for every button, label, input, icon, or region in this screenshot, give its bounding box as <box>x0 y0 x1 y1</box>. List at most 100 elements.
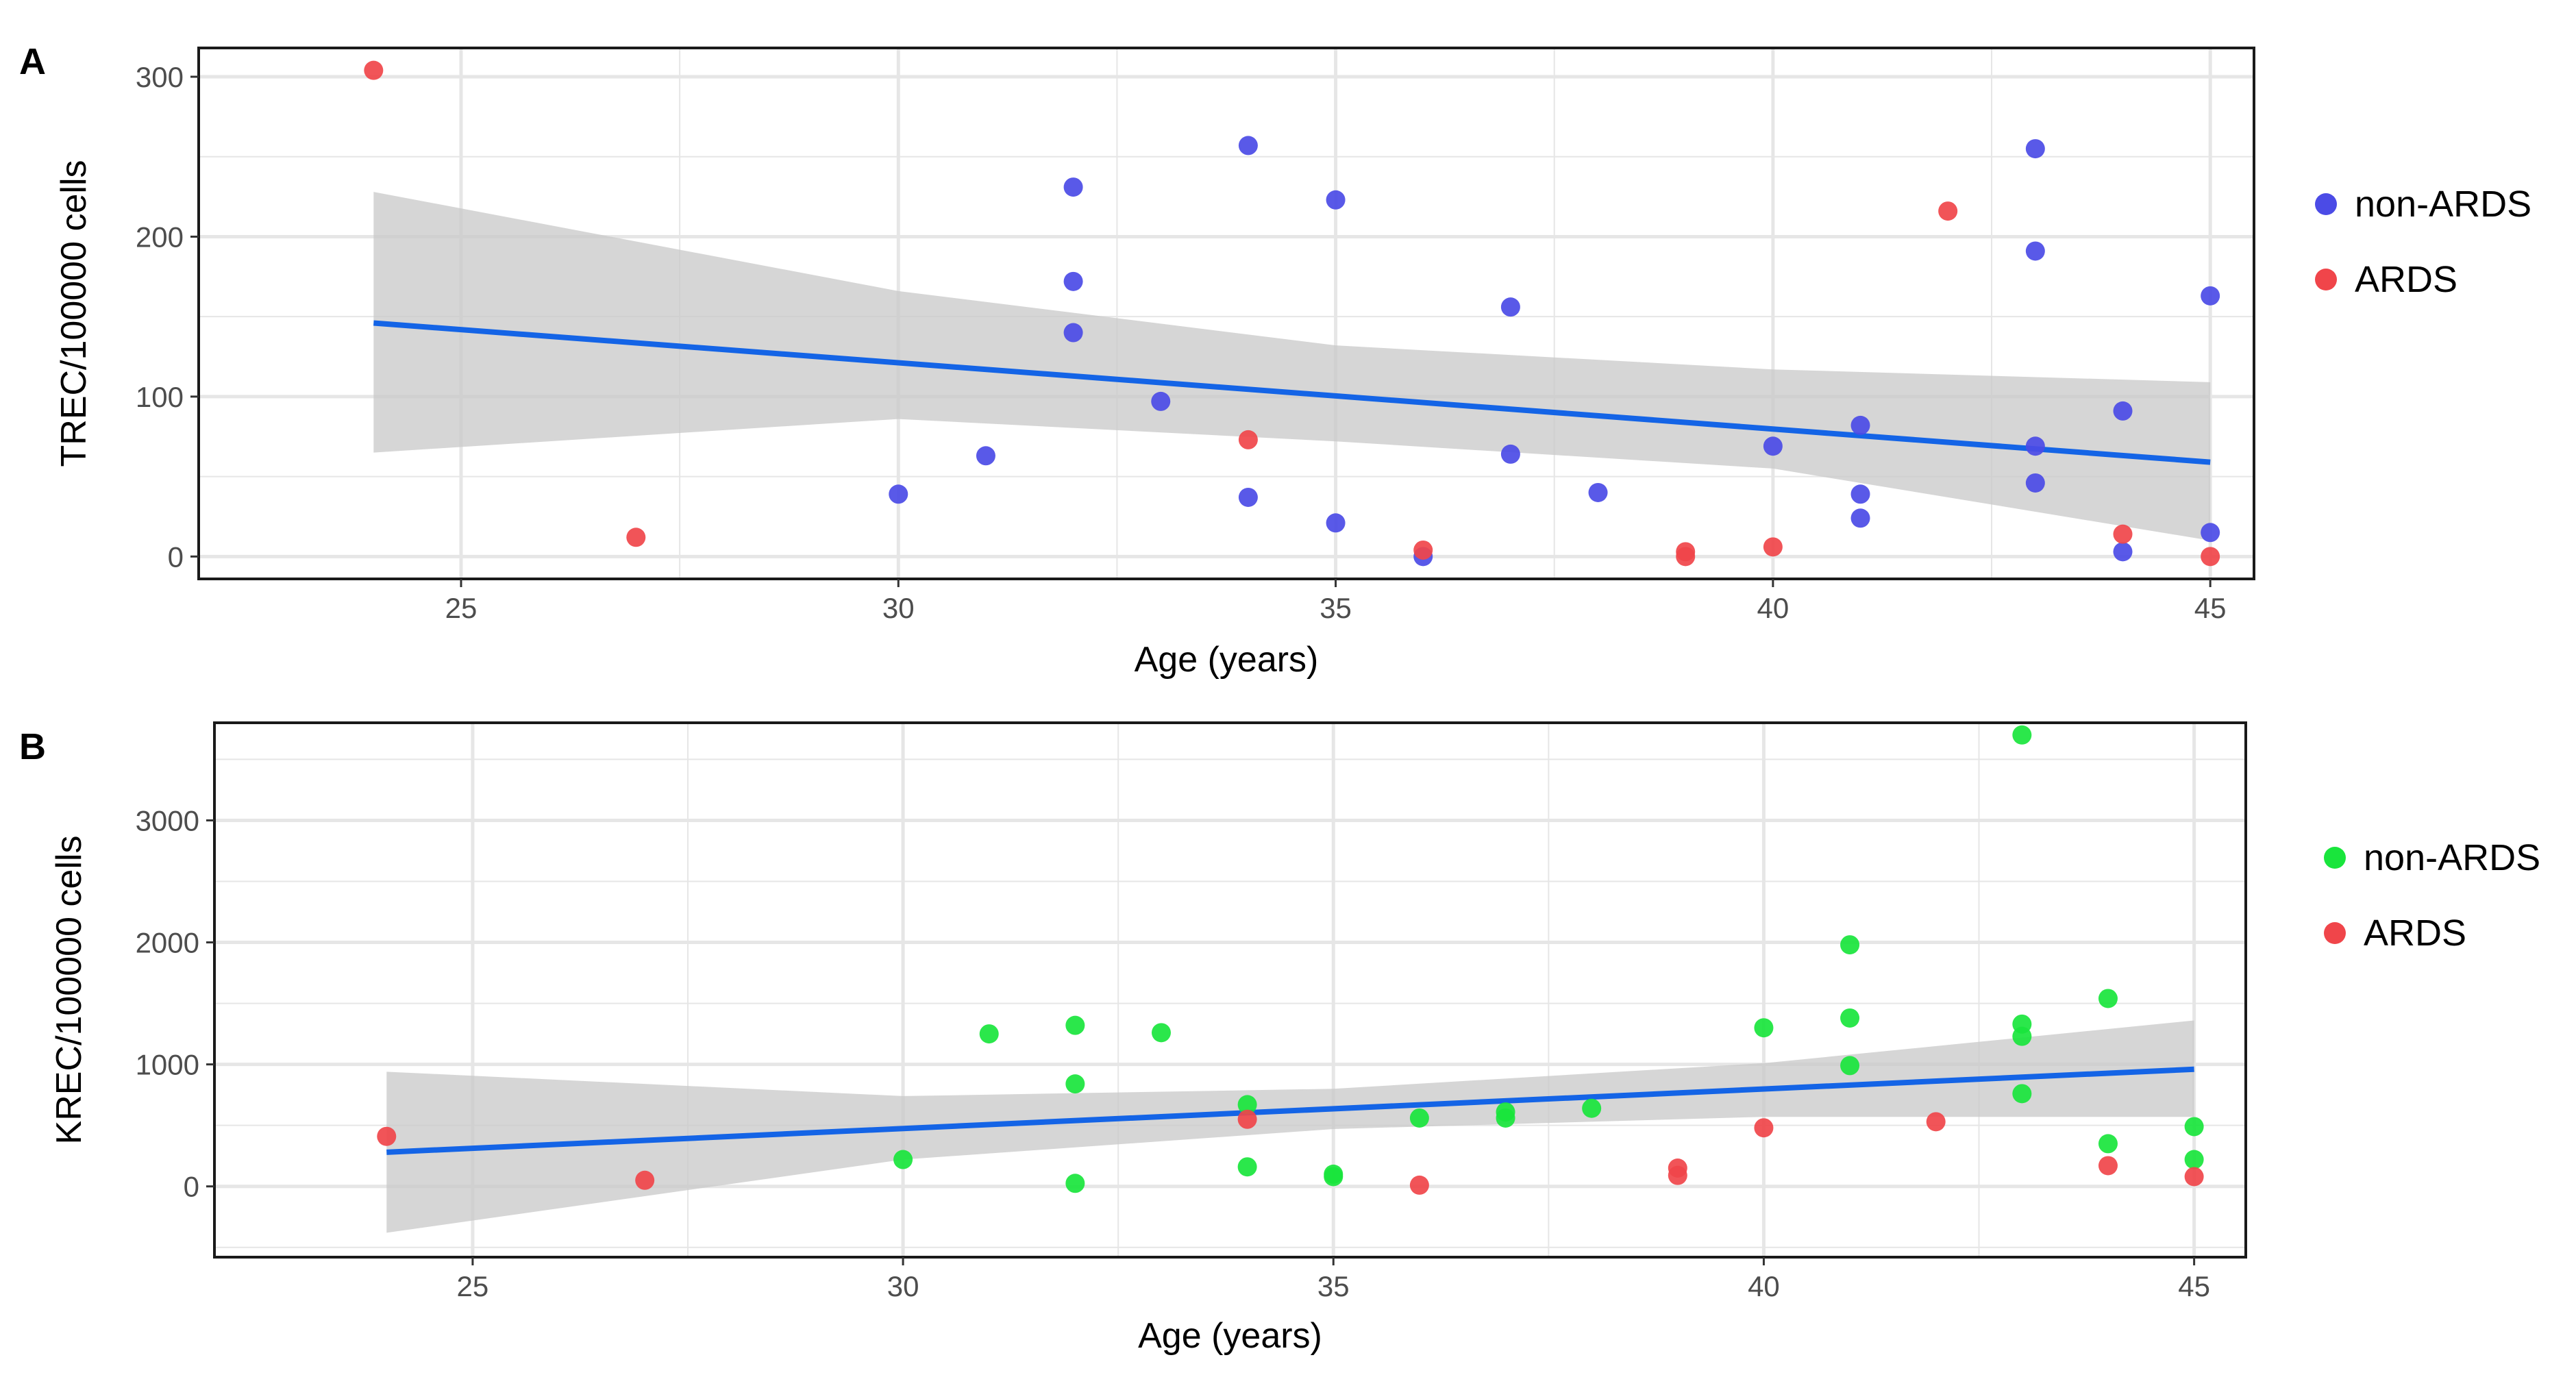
y-tick-label: 100 <box>136 381 184 413</box>
x-tick-label: 30 <box>887 1270 919 1302</box>
data-point-non-ards <box>1840 1008 1860 1028</box>
y-tick-label: 200 <box>136 221 184 253</box>
panel-b-label: B <box>19 726 46 767</box>
data-point-non-ards <box>2098 989 2118 1008</box>
y-tick-label: 0 <box>184 1171 199 1203</box>
data-point-ards <box>1668 1165 1687 1185</box>
y-tick-label: 2000 <box>136 927 199 959</box>
x-tick-label: 25 <box>445 592 478 624</box>
x-tick-label: 45 <box>2178 1270 2210 1302</box>
data-point-non-ards <box>1151 391 1171 411</box>
data-point-ards <box>1938 201 1958 221</box>
data-point-non-ards <box>2012 725 2032 745</box>
plot-border <box>213 721 2247 1259</box>
data-point-non-ards <box>2025 139 2045 159</box>
data-point-ards <box>1238 430 1258 449</box>
data-point-non-ards <box>1065 1174 1085 1193</box>
data-point-non-ards <box>2113 542 2133 562</box>
data-point-ards <box>1409 1175 1429 1195</box>
data-point-non-ards <box>1840 1056 1860 1076</box>
data-point-non-ards <box>1237 1095 1257 1115</box>
x-tick-label: 45 <box>2194 592 2227 624</box>
y-tick-label: 1000 <box>136 1049 199 1081</box>
data-point-ards <box>1676 547 1696 567</box>
data-point-ards <box>377 1126 397 1146</box>
data-point-ards <box>1413 540 1433 560</box>
legend-marker-ards <box>2315 269 2337 290</box>
x-axis-title: Age (years) <box>1138 1316 1322 1356</box>
data-point-non-ards <box>1409 1108 1429 1128</box>
data-point-non-ards <box>1496 1108 1515 1128</box>
legend-label-ards: ARDS <box>2364 913 2466 954</box>
data-point-non-ards <box>1065 1074 1085 1094</box>
y-tick-label: 3000 <box>136 804 199 836</box>
data-point-ards <box>364 60 384 80</box>
data-point-non-ards <box>1063 271 1083 291</box>
data-point-non-ards <box>1763 436 1783 456</box>
legend-marker-ards <box>2324 922 2346 944</box>
data-point-non-ards <box>889 484 908 504</box>
trend-line <box>373 320 2211 465</box>
x-tick-label: 35 <box>1317 1270 1350 1302</box>
chart-panel-a: 25 30 35 40 45 0 100 200 300 Age (years) TREC/1000… <box>54 47 2531 680</box>
data-point-ards <box>1763 537 1783 557</box>
data-point-ards <box>2098 1156 2118 1176</box>
data-point-non-ards <box>1500 297 1520 317</box>
chart-panel-b: 25 30 35 40 45 0 1000 2000 3000 Age (years) KREC/1… <box>49 721 2540 1356</box>
legend-marker-non-ards <box>2315 193 2337 215</box>
y-tick-label: 0 <box>168 541 184 573</box>
data-point-ards <box>626 528 646 547</box>
data-point-non-ards <box>2012 1084 2032 1104</box>
data-point-ards <box>1926 1112 1946 1132</box>
x-tick-label: 40 <box>1757 592 1789 624</box>
legend-label-non-ards: non-ARDS <box>2364 837 2540 878</box>
data-point-non-ards <box>1582 1098 1602 1118</box>
data-point-non-ards <box>1063 323 1083 343</box>
x-tick-label: 35 <box>1320 592 1352 624</box>
data-point-non-ards <box>893 1150 913 1169</box>
data-point-ards <box>2201 547 2220 567</box>
x-axis-title: Age (years) <box>1135 640 1319 680</box>
data-point-non-ards <box>2012 1026 2032 1046</box>
data-point-non-ards <box>2098 1134 2118 1154</box>
data-point-non-ards <box>1151 1023 1171 1043</box>
data-point-ards <box>635 1170 655 1190</box>
data-point-non-ards <box>1238 487 1258 507</box>
plot-border <box>197 47 2255 580</box>
data-point-ards <box>2113 524 2133 544</box>
data-point-ards <box>1754 1118 1774 1138</box>
data-point-non-ards <box>2025 473 2045 493</box>
data-point-non-ards <box>2201 286 2220 306</box>
data-point-non-ards <box>1326 190 1346 210</box>
data-point-non-ards <box>1237 1157 1257 1177</box>
data-point-non-ards <box>1324 1167 1343 1187</box>
data-point-non-ards <box>2113 401 2133 421</box>
y-axis-title: KREC/100000 cells <box>49 836 89 1145</box>
data-point-non-ards <box>1754 1018 1774 1038</box>
data-point-non-ards <box>2184 1117 2204 1137</box>
data-point-non-ards <box>1588 482 1608 502</box>
data-point-non-ards <box>2184 1150 2204 1169</box>
data-point-non-ards <box>1238 136 1258 156</box>
data-point-non-ards <box>1850 484 1870 504</box>
data-point-non-ards <box>2025 436 2045 456</box>
data-point-non-ards <box>1850 415 1870 435</box>
legend-marker-non-ards <box>2324 847 2346 869</box>
data-point-non-ards <box>1065 1015 1085 1035</box>
data-point-non-ards <box>1500 444 1520 464</box>
panel-a-label: A <box>19 41 46 82</box>
x-tick-label: 40 <box>1748 1270 1780 1302</box>
confidence-ribbon <box>386 1020 2194 1233</box>
y-tick-label: 300 <box>136 61 184 93</box>
data-point-non-ards <box>1063 177 1083 197</box>
data-point-ards <box>2184 1167 2204 1187</box>
data-point-ards <box>1237 1109 1257 1129</box>
data-point-non-ards <box>979 1024 999 1044</box>
data-point-non-ards <box>1840 935 1860 955</box>
data-point-non-ards <box>2201 523 2220 543</box>
x-tick-label: 30 <box>882 592 915 624</box>
trend-line <box>386 1066 2194 1155</box>
data-point-non-ards <box>1850 508 1870 528</box>
x-tick-label: 25 <box>457 1270 489 1302</box>
